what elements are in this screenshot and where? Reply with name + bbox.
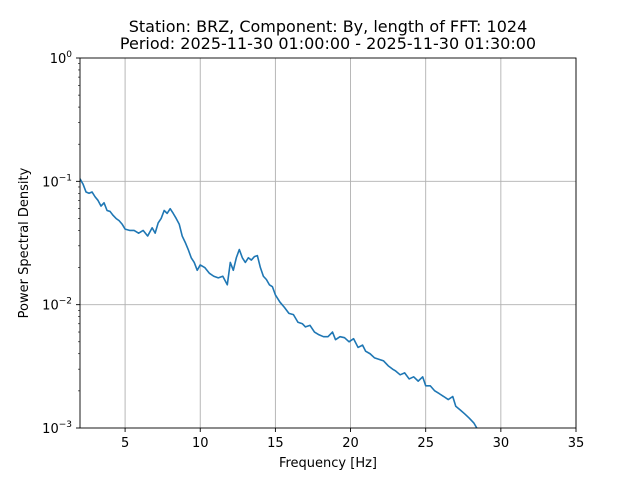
x-tick-label: 5: [121, 436, 129, 451]
y-tick-label: 10−1: [42, 173, 72, 190]
x-tick-label: 10: [192, 436, 209, 451]
y-tick-base: 10: [42, 422, 59, 437]
x-axis: 5 10 15 20 25 30 35: [121, 428, 584, 451]
x-axis-label: Frequency [Hz]: [279, 456, 377, 471]
y-tick-label: 100: [50, 50, 73, 67]
y-tick-base: 10: [42, 299, 59, 314]
x-tick-label: 20: [342, 436, 359, 451]
y-tick-exponent: −3: [59, 420, 72, 430]
y-tick-base: 10: [50, 52, 67, 67]
y-tick-exponent: −2: [59, 297, 72, 307]
x-tick-label: 35: [568, 436, 585, 451]
psd-series-line: [80, 178, 478, 428]
plot-area-frame: [79, 57, 577, 429]
x-tick-label: 15: [267, 436, 284, 451]
y-tick-exponent: 0: [66, 50, 72, 60]
chart-subtitle: Period: 2025-11-30 01:00:00 - 2025-11-30…: [120, 34, 536, 53]
x-tick-label: 30: [493, 436, 510, 451]
y-tick-exponent: −1: [59, 173, 72, 183]
chart-title: Station: BRZ, Component: By, length of F…: [129, 17, 528, 36]
y-axis-label: Power Spectral Density: [17, 167, 32, 318]
y-tick-label: 10−2: [42, 297, 72, 314]
x-tick-label: 25: [417, 436, 434, 451]
y-tick-label: 10−3: [42, 420, 72, 437]
y-tick-base: 10: [42, 175, 59, 190]
